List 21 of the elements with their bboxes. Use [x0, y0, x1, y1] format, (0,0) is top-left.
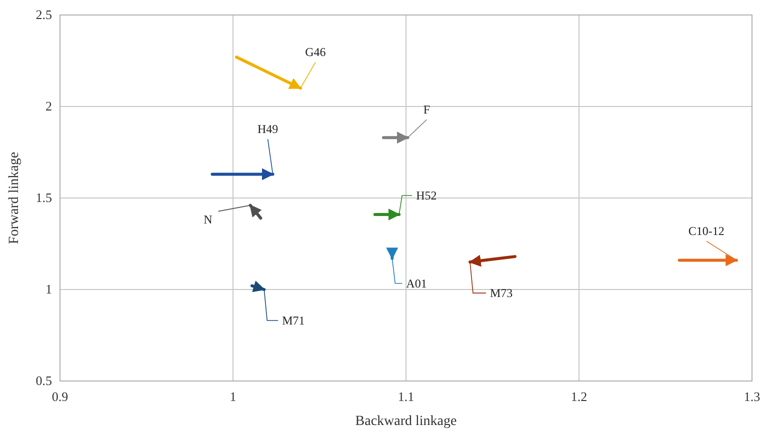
text: M73: [490, 286, 513, 300]
y-tick-label: 1.5: [36, 190, 52, 205]
series-label: H52: [416, 188, 437, 202]
y-tick-label: 2.5: [36, 7, 52, 22]
text: M71: [282, 314, 305, 328]
text: G46: [305, 45, 326, 60]
x-tick-label: 1.1: [398, 389, 414, 404]
x-tick-label: 1.2: [570, 389, 588, 404]
y-tick-label: 1: [46, 282, 52, 296]
y-axis-title: Forward linkage: [7, 152, 22, 244]
x-axis-title: Backward linkage: [355, 414, 457, 429]
text: N: [204, 212, 213, 226]
y-tick-label: 0.5: [36, 373, 52, 388]
series-label: C10-12: [688, 224, 724, 238]
y-tick-label: 2: [46, 98, 52, 114]
x-tick-label: 1.3: [744, 389, 760, 404]
text: F: [423, 102, 430, 117]
x-tick-label: 1: [230, 389, 236, 404]
series-label: A01: [406, 276, 427, 290]
text: H49: [257, 122, 278, 136]
x-tick-label: 0.9: [52, 389, 68, 404]
